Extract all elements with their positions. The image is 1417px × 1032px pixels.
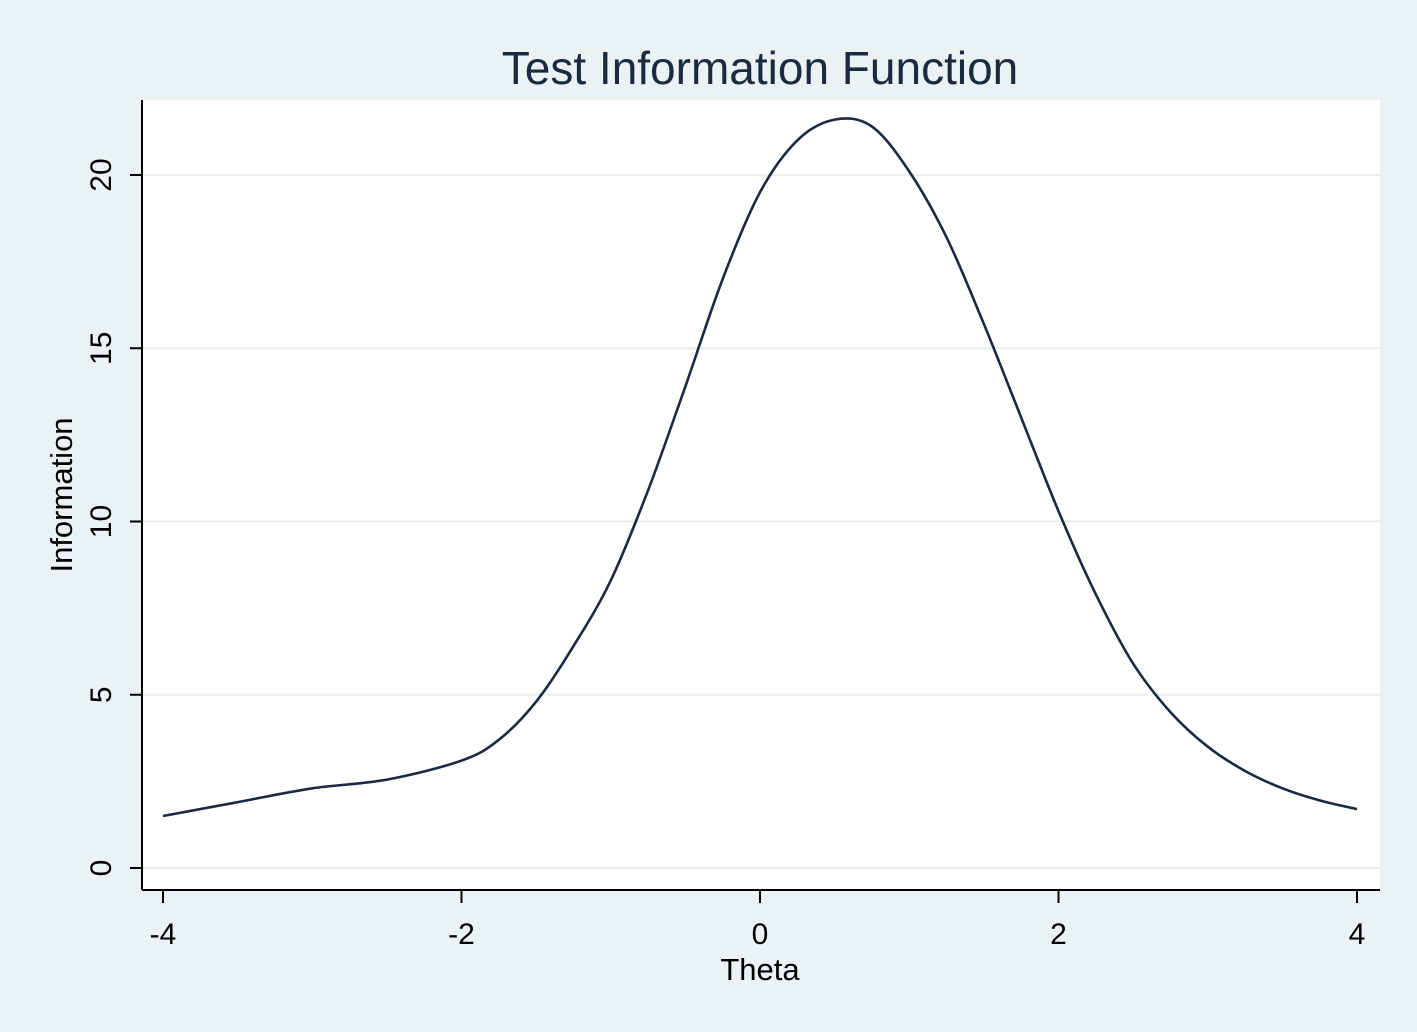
grid-lines bbox=[143, 174, 1380, 869]
axis-ticks: 0 5 10 15 20 -4 -2 0 2 4 bbox=[85, 158, 1365, 951]
plot-area bbox=[142, 100, 1380, 890]
x-axis-label: Theta bbox=[720, 952, 800, 987]
y-axis-label: Information bbox=[44, 417, 79, 572]
y-tick-label: 10 bbox=[85, 505, 118, 538]
x-tick-label: -4 bbox=[150, 918, 177, 951]
x-tick-label: -2 bbox=[448, 918, 475, 951]
y-tick-label: 0 bbox=[85, 860, 118, 877]
y-tick-label: 20 bbox=[85, 158, 118, 191]
series-line bbox=[162, 117, 1358, 818]
chart-title: Test Information Function bbox=[502, 42, 1018, 94]
y-tick-label: 15 bbox=[85, 332, 118, 365]
x-tick-label: 4 bbox=[1349, 918, 1366, 951]
y-tick-label: 5 bbox=[85, 686, 118, 703]
x-tick-label: 0 bbox=[752, 918, 769, 951]
x-tick-label: 2 bbox=[1050, 918, 1067, 951]
